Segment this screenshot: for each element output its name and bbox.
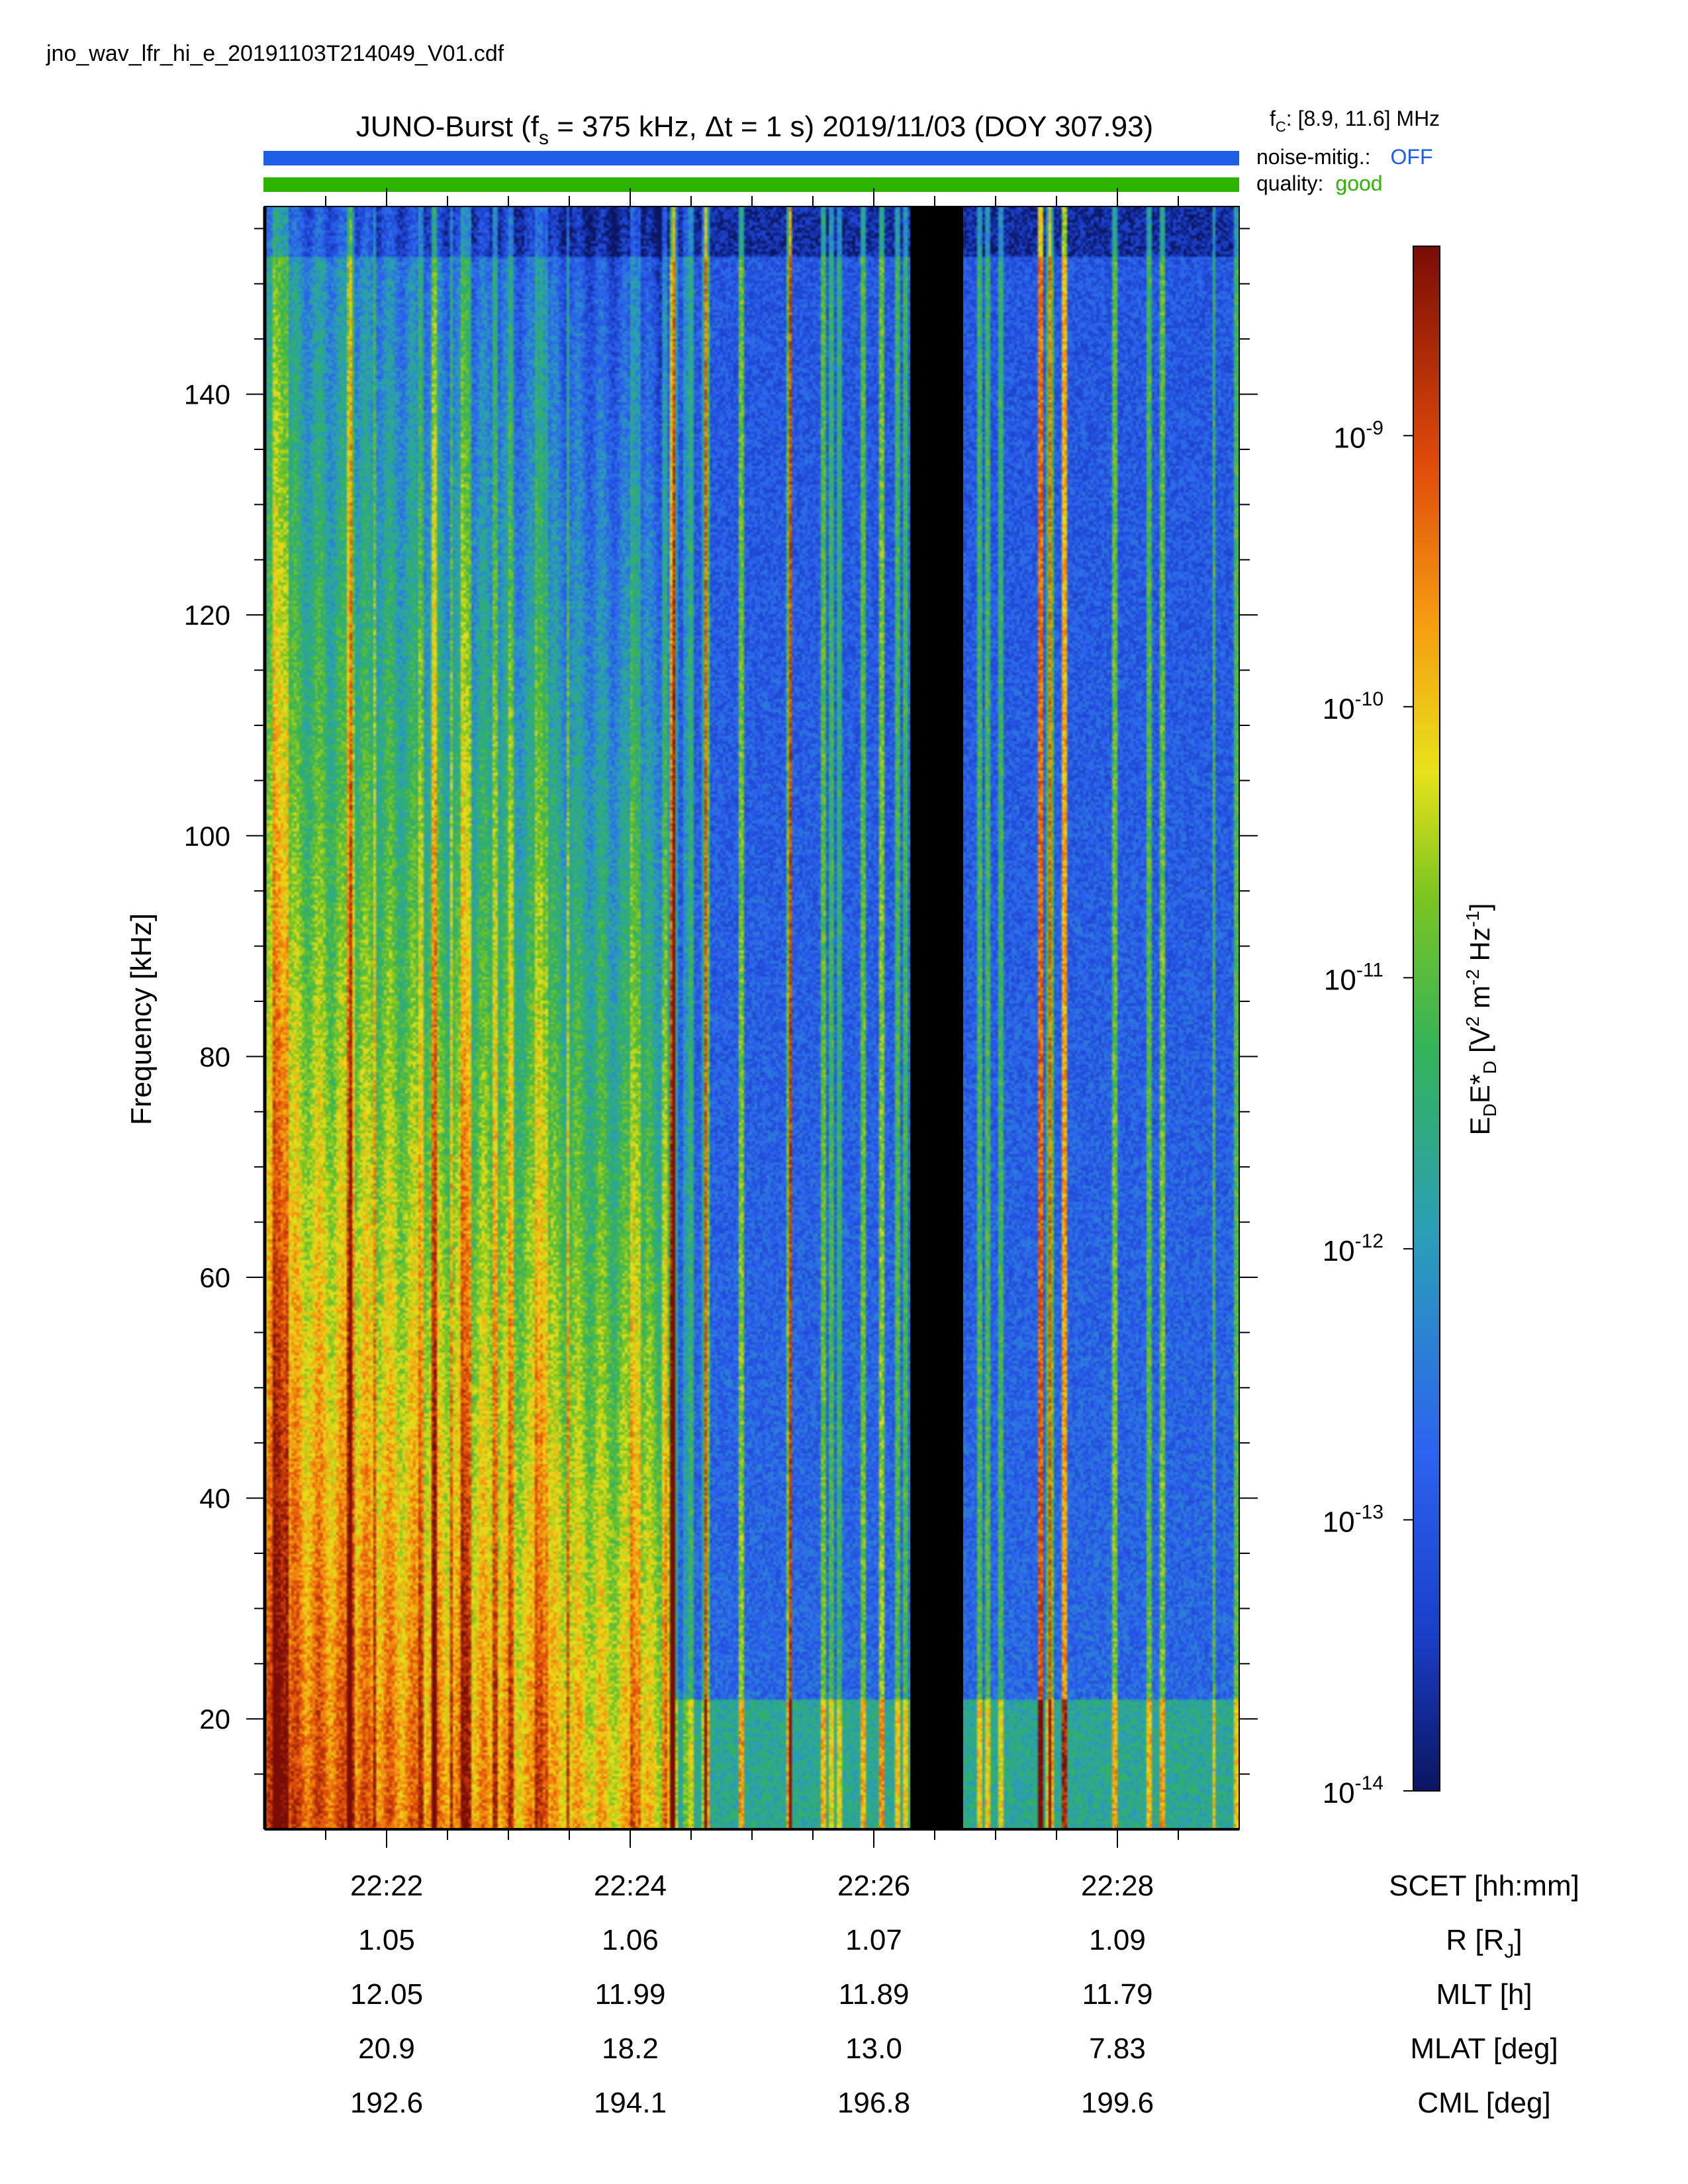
ephemeris-value: 22:26 [837,1870,910,1902]
chart-title: JUNO-Burst (fs = 375 kHz, Δt = 1 s) 2019… [356,111,1153,149]
y-axis: 20 40 60 80 100 120 140 [184,228,1258,1775]
quality-value: good [1335,171,1382,195]
y-axis-label: Frequency [kHz] [125,913,158,1125]
ephemeris-value: 13.0 [845,2032,902,2065]
y-tick-label: 80 [199,1041,230,1072]
ephemeris-value: 1.05 [358,1924,415,1956]
ephemeris-row-label: MLT [h] [1436,1978,1532,2011]
ephemeris-value: 194.1 [594,2087,667,2119]
ephemeris-value: 1.06 [602,1924,659,1956]
colorbar-tick-label: 10-14 [1323,1772,1383,1809]
ephemeris-value: 7.83 [1089,2032,1146,2065]
ephemeris-row-label: CML [deg] [1417,2087,1550,2119]
data-gap [910,206,963,1829]
noise-mitigation-bar [263,151,1239,165]
fc-range-label: fC: [8.9, 11.6] MHz [1270,107,1440,135]
y-tick-label: 20 [199,1704,230,1735]
colorbar-tick-label: 10-11 [1324,959,1383,996]
ephemeris-value: 22:22 [350,1870,423,1902]
ephemeris-value: 22:28 [1081,1870,1154,1902]
ephemeris-value: 11.79 [1082,1978,1153,2011]
colorbar-gradient [1413,246,1440,1792]
ephemeris-row-label: R [RJ] [1446,1924,1522,1962]
colorbar-tick-label: 10-9 [1333,417,1383,454]
colorbar: 10-14 10-13 10-12 10-11 10-10 10-9 [1323,246,1440,1809]
ephemeris-value: 11.89 [839,1978,910,2011]
y-tick-label: 40 [199,1483,230,1514]
y-tick-label: 100 [184,821,230,852]
ephemeris-value: 12.05 [350,1978,423,2011]
y-tick-label: 60 [199,1262,230,1293]
quality-label: quality: good [1256,171,1383,195]
ephemeris-value: 1.09 [1089,1924,1146,1956]
colorbar-tick-label: 10-12 [1323,1230,1383,1267]
file-name: jno_wav_lfr_hi_e_20191103T214049_V01.cdf [46,41,504,66]
ephemeris-row-label: SCET [hh:mm] [1389,1870,1579,1902]
ephemeris-value: 1.07 [845,1924,902,1956]
y-tick-label: 140 [184,379,230,410]
spectrogram-plot [263,206,1240,1831]
colorbar-label: EDE*D [V2 m-2 Hz-1] [1462,903,1500,1136]
colorbar-tick-label: 10-10 [1323,688,1383,725]
noise-mitigation-value: OFF [1391,145,1433,169]
ephemeris-value: 22:24 [594,1870,667,1902]
spectrogram-image [265,206,1239,1829]
ephemeris-value: 11.99 [595,1978,666,2011]
ephemeris-row-label: MLAT [deg] [1410,2032,1558,2065]
x-axis [325,188,1179,1848]
ephemeris-value: 20.9 [358,2032,415,2065]
quality-bar [263,177,1239,192]
ephemeris-value: 196.8 [837,2087,910,2119]
colorbar-tick-label: 10-13 [1323,1501,1383,1538]
y-tick-label: 120 [184,600,230,631]
ephemeris-value: 18.2 [602,2032,659,2065]
ephemeris-table: 22:22 22:24 22:26 22:28 SCET [hh:mm] 1.05 1.06… [350,1870,1579,2119]
noise-mitigation-label: noise-mitig.: OFF [1256,145,1432,169]
ephemeris-value: 199.6 [1081,2087,1154,2119]
ephemeris-value: 192.6 [350,2087,423,2119]
